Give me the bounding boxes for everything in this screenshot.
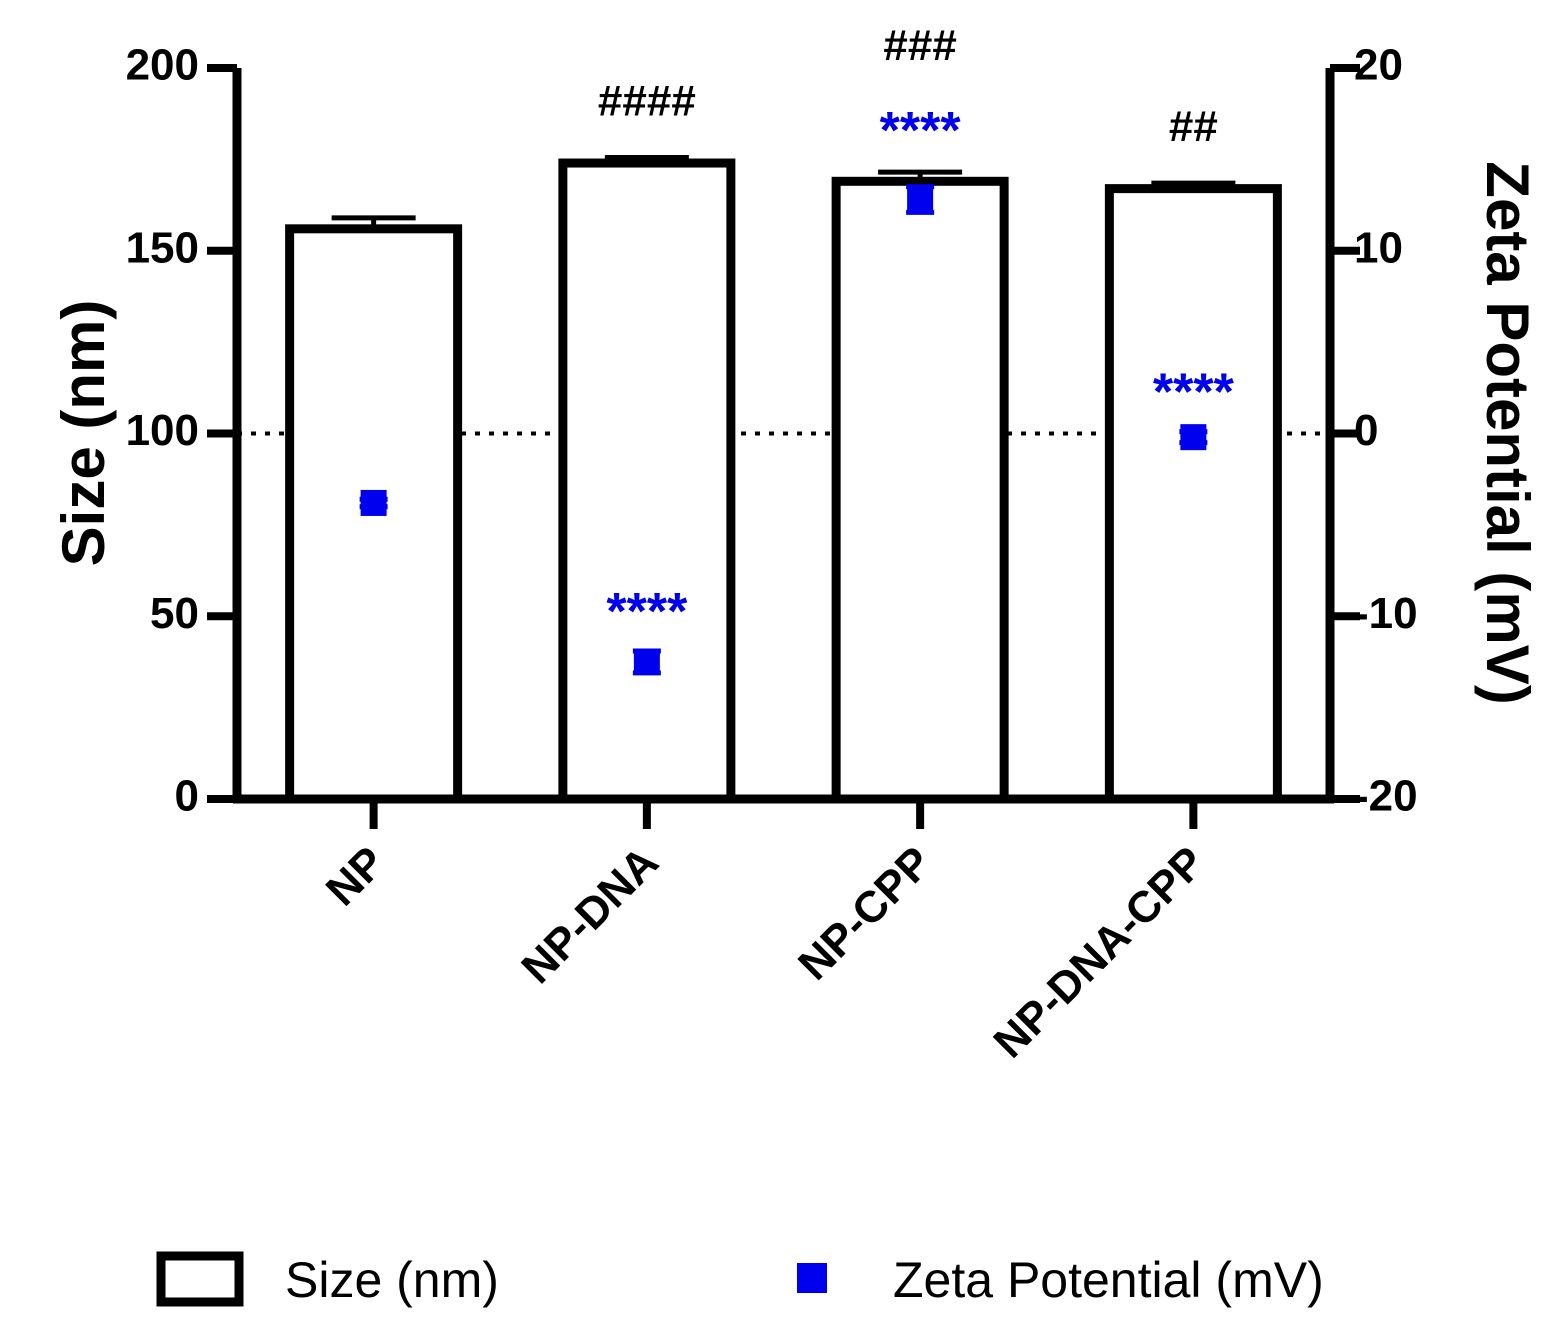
x-tick-label: NP [317,837,395,915]
y-right-axis-title: Zeta Potential (mV) [1474,161,1541,704]
legend: Size (nm) Zeta Potential (mV) [156,1251,1324,1308]
legend-size-label: Size (nm) [285,1252,499,1308]
y-right-tick-label: -10 [1354,589,1418,638]
zeta-significance-label: **** [606,583,688,641]
y-right-tick-label: 0 [1354,406,1378,455]
zeta-point [907,186,934,213]
y-right-tick-label: 10 [1354,223,1403,272]
legend-zeta-label: Zeta Potential (mV) [893,1252,1324,1308]
zeta-significance-label: **** [880,102,962,160]
size-bar [1104,184,1282,804]
y-left-tick-label: 200 [126,41,199,90]
y-right-tick-label: 20 [1354,41,1403,90]
legend-zeta-swatch [797,1263,827,1293]
y-left-tick-label: 100 [126,406,199,455]
x-tick-label: NP-DNA [512,837,668,993]
zeta-significance-label: **** [1153,364,1235,422]
zeta-point [1180,424,1207,451]
y-left-tick-label: 150 [126,223,199,272]
y-left-axis-title: Size (nm) [50,300,117,567]
y-right-tick-label: -20 [1354,772,1418,821]
zeta-point [360,489,387,516]
size-bar [558,158,736,804]
size-significance-label: #### [598,77,696,126]
zeta-point [633,648,660,675]
legend-size-swatch [156,1251,244,1307]
size-significance-label: ## [1169,102,1218,151]
size-bar [831,176,1009,804]
x-tick-label: NP-DNA-CPP [984,837,1214,1067]
x-tick-label: NP-CPP [789,837,941,989]
size-significance-label: ### [883,21,956,70]
y-left-tick-label: 0 [175,772,199,821]
y-left-tick-label: 50 [150,589,199,638]
